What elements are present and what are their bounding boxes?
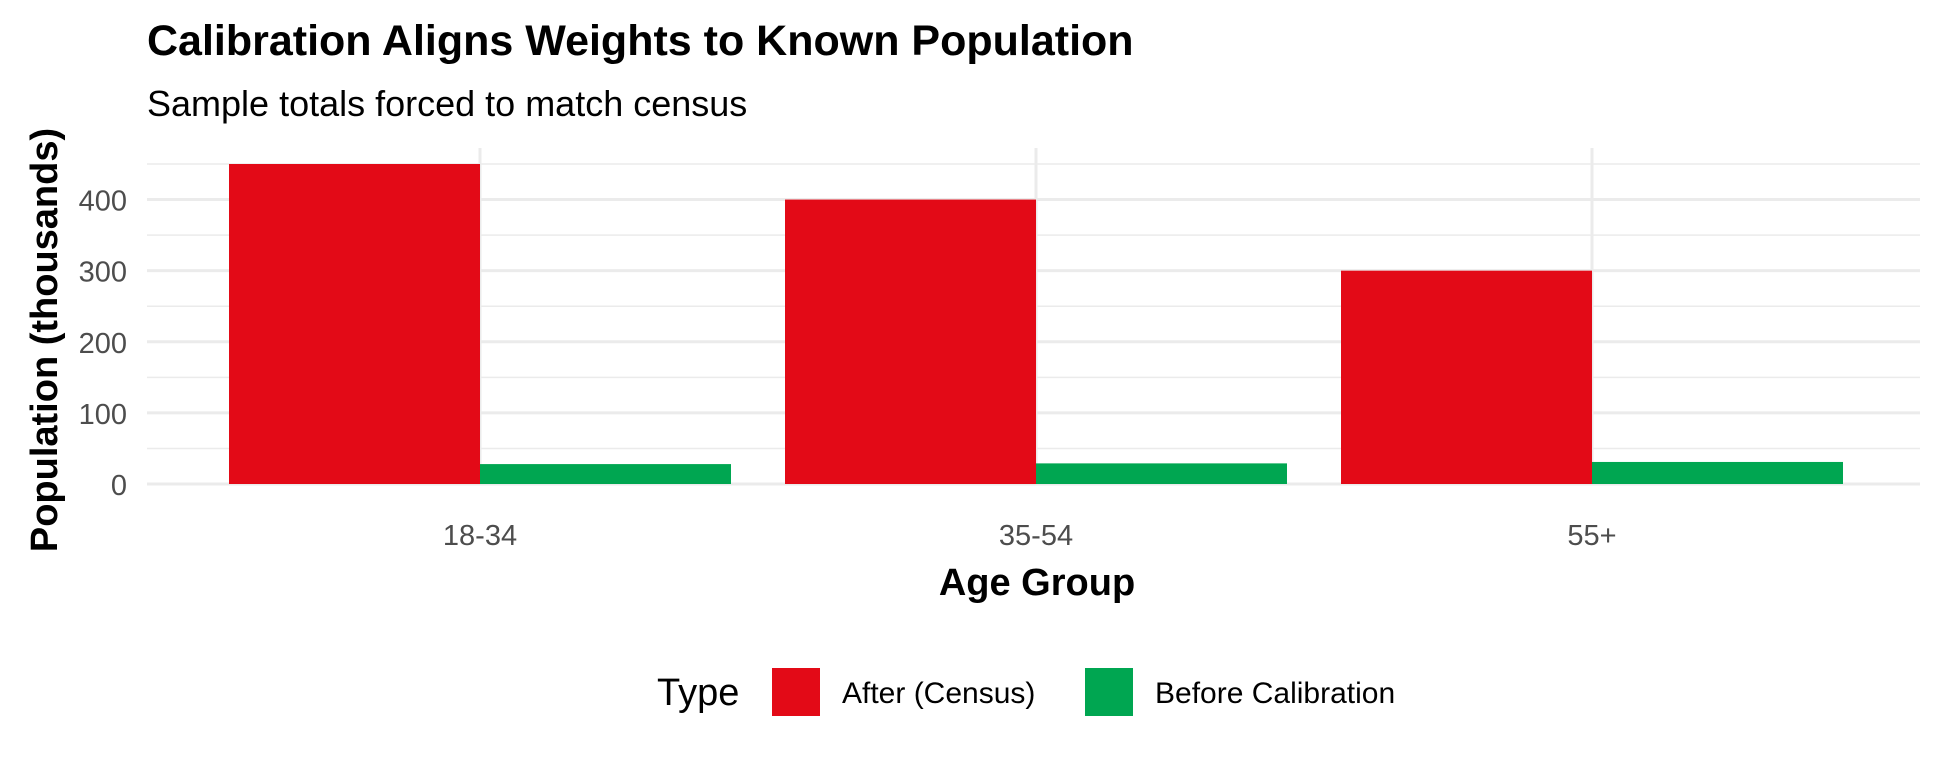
legend-label: Before Calibration	[1155, 677, 1395, 710]
bars	[229, 164, 1843, 485]
y-axis-label: Population (thousands)	[24, 128, 66, 552]
x-tick-label: 55+	[1567, 520, 1616, 552]
y-tick-label: 400	[79, 186, 127, 218]
bar-after-census-55+	[1341, 270, 1592, 484]
y-axis-ticks: 0 100 200 300 400	[79, 186, 127, 502]
x-tick-label: 18-34	[443, 520, 517, 552]
chart-subtitle: Sample totals forced to match census	[147, 83, 747, 124]
bar-before-calibration-35-54	[1036, 463, 1287, 484]
bar-before-calibration-55+	[1592, 461, 1843, 484]
y-tick-label: 200	[79, 328, 127, 360]
y-tick-label: 100	[79, 399, 127, 431]
x-tick-label: 35-54	[999, 520, 1073, 552]
legend: Type After (Census) Before Calibration	[657, 668, 1395, 716]
y-tick-label: 0	[111, 470, 127, 502]
y-tick-label: 300	[79, 257, 127, 289]
legend-label: After (Census)	[842, 677, 1035, 710]
x-axis-ticks: 18-34 35-54 55+	[443, 520, 1617, 552]
legend-key	[772, 668, 820, 716]
x-axis-label: Age Group	[939, 562, 1135, 604]
legend-key	[1085, 668, 1133, 716]
chart-title: Calibration Aligns Weights to Known Popu…	[147, 17, 1134, 65]
legend-title: Type	[657, 672, 739, 714]
bar-before-calibration-18-34	[480, 464, 731, 484]
bar-after-census-35-54	[785, 199, 1036, 485]
bar-after-census-18-34	[229, 164, 480, 484]
